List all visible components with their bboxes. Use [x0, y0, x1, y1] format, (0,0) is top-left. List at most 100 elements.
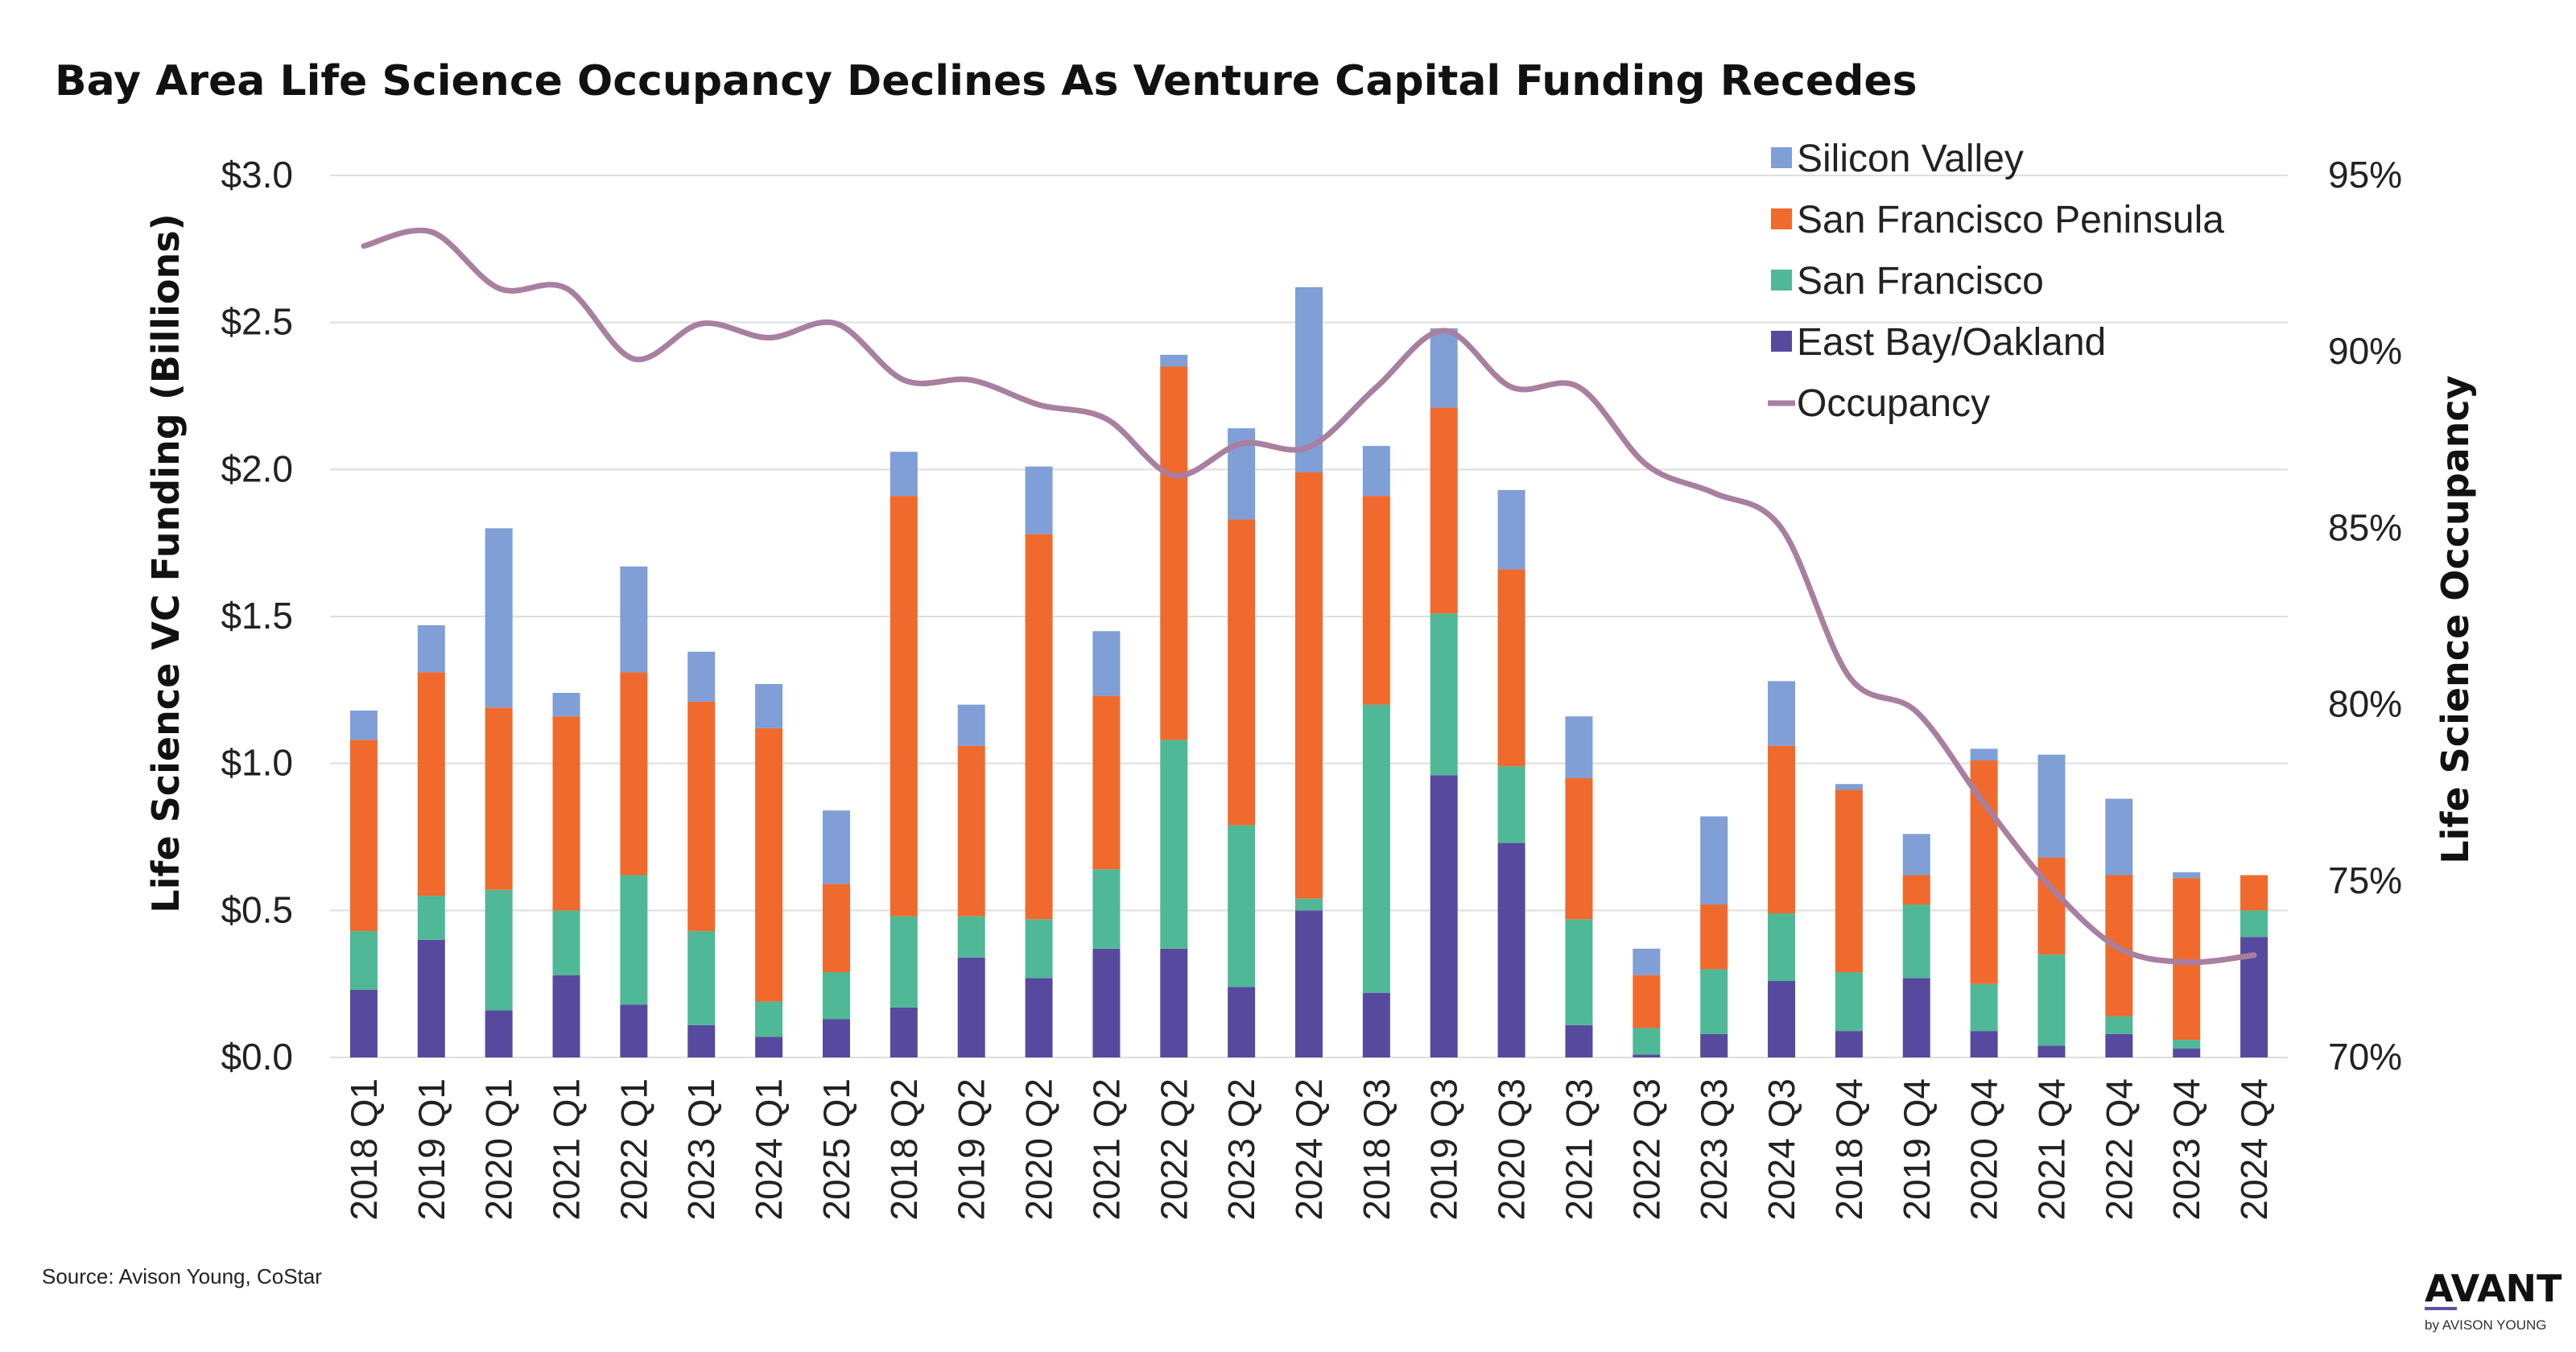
bar-san-francisco-peninsula — [1160, 366, 1188, 740]
x-tick-label: 2021 Q2 — [1085, 1078, 1127, 1220]
legend-swatch — [1771, 208, 1792, 229]
bar-east-bay-oakland — [1228, 987, 1256, 1057]
bar-east-bay-oakland — [1160, 948, 1188, 1057]
bar-san-francisco — [1700, 969, 1728, 1034]
x-tick-label: 2022 Q2 — [1153, 1078, 1195, 1220]
occupancy-line — [361, 227, 2257, 966]
bar-east-bay-oakland — [1768, 981, 1796, 1057]
bar-san-francisco — [755, 1001, 783, 1037]
bar-silicon-valley — [1835, 784, 1863, 790]
bar-san-francisco-peninsula — [417, 672, 445, 897]
x-tick-label: 2025 Q1 — [815, 1078, 857, 1220]
bar-silicon-valley — [1362, 446, 1390, 497]
x-axis: 2018 Q1 2019 Q1 2020 Q1 2021 Q1 2022 Q1 2023 … — [343, 1078, 2275, 1220]
x-tick-label: 2024 Q1 — [748, 1078, 790, 1220]
bar-san-francisco-peninsula — [890, 496, 918, 917]
y-axis-right: 70% 75% 80% 85% 90% 95% — [2328, 154, 2402, 1078]
bar-silicon-valley — [620, 566, 648, 673]
x-tick-label: 2024 Q3 — [1761, 1078, 1802, 1220]
bar-silicon-valley — [1430, 328, 1458, 408]
bar-silicon-valley — [485, 528, 513, 708]
x-tick-label: 2023 Q4 — [2165, 1078, 2207, 1220]
bar-san-francisco-peninsula — [1430, 407, 1458, 614]
bar-east-bay-oakland — [1092, 948, 1121, 1057]
bar-san-francisco — [2240, 910, 2268, 938]
bar-san-francisco-peninsula — [957, 745, 985, 917]
bar-san-francisco — [1025, 919, 1053, 979]
bar-east-bay-oakland — [1700, 1033, 1728, 1057]
bar-san-francisco-peninsula — [1902, 875, 1930, 905]
bar-east-bay-oakland — [1497, 843, 1525, 1057]
bar-san-francisco-peninsula — [2240, 875, 2268, 911]
bar-east-bay-oakland — [687, 1024, 716, 1057]
bar-san-francisco — [822, 972, 850, 1020]
x-tick-label: 2022 Q1 — [613, 1078, 654, 1220]
y2-tick-label: 95% — [2328, 154, 2402, 196]
bar-east-bay-oakland — [552, 975, 580, 1057]
bar-san-francisco — [1768, 913, 1796, 982]
bar-san-francisco — [552, 910, 580, 975]
x-tick-label: 2018 Q3 — [1356, 1078, 1397, 1220]
occupancy-line-layer — [361, 227, 2257, 966]
y-tick-label: $3.0 — [221, 154, 293, 196]
x-tick-label: 2020 Q2 — [1018, 1078, 1060, 1220]
y2-tick-label: 90% — [2328, 330, 2402, 372]
bar-silicon-valley — [822, 810, 850, 884]
legend-label: East Bay/Oakland — [1797, 321, 2106, 364]
y-axis-title: Life Science VC Funding (Billions) — [144, 213, 188, 913]
x-tick-label: 2020 Q3 — [1491, 1078, 1533, 1220]
legend: Silicon Valley San Francisco Peninsula San… — [1768, 138, 2224, 425]
x-tick-label: 2020 Q4 — [1963, 1078, 2005, 1220]
x-tick-label: 2019 Q4 — [1896, 1078, 1938, 1220]
bar-san-francisco-peninsula — [1025, 534, 1053, 920]
x-tick-label: 2023 Q1 — [680, 1078, 722, 1220]
bar-san-francisco-peninsula — [1633, 975, 1661, 1028]
bar-silicon-valley — [1902, 834, 1930, 876]
bar-san-francisco — [1362, 704, 1390, 993]
y-tick-label: $2.0 — [221, 447, 293, 489]
bar-san-francisco — [417, 896, 445, 940]
bar-san-francisco — [1497, 766, 1525, 843]
bar-silicon-valley — [1497, 489, 1525, 570]
bar-silicon-valley — [1768, 681, 1796, 746]
bar-silicon-valley — [1970, 748, 1998, 761]
bar-san-francisco-peninsula — [552, 716, 580, 911]
bar-san-francisco — [957, 916, 985, 958]
bar-east-bay-oakland — [1835, 1031, 1863, 1057]
y-tick-label: $0.5 — [221, 888, 293, 930]
bar-san-francisco — [2037, 954, 2066, 1046]
x-tick-label: 2023 Q3 — [1693, 1078, 1735, 1220]
y2-tick-label: 80% — [2328, 683, 2402, 725]
x-tick-label: 2021 Q1 — [546, 1078, 588, 1220]
bar-san-francisco-peninsula — [1700, 905, 1728, 970]
bar-silicon-valley — [755, 684, 783, 728]
bar-east-bay-oakland — [1295, 910, 1323, 1057]
bar-san-francisco-peninsula — [485, 707, 513, 890]
x-tick-label: 2018 Q4 — [1828, 1078, 1870, 1220]
y-axis-left: $0.0 $0.5 $1.0 $1.5 $2.0 $2.5 $3.0 — [221, 154, 293, 1078]
bar-silicon-valley — [957, 704, 985, 746]
y2-tick-label: 85% — [2328, 506, 2402, 548]
bar-san-francisco-peninsula — [1497, 569, 1525, 767]
chart-title: Bay Area Life Science Occupancy Declines… — [55, 57, 1918, 105]
bar-silicon-valley — [1092, 631, 1121, 696]
bar-east-bay-oakland — [1970, 1031, 1998, 1057]
bar-east-bay-oakland — [2105, 1033, 2133, 1057]
x-tick-label: 2022 Q4 — [2098, 1078, 2140, 1220]
x-tick-label: 2020 Q1 — [478, 1078, 520, 1220]
x-tick-label: 2021 Q3 — [1558, 1078, 1600, 1220]
source-note: Source: Avison Young, CoStar — [42, 1264, 322, 1288]
bar-silicon-valley — [2105, 798, 2133, 876]
bar-east-bay-oakland — [957, 957, 985, 1057]
bar-silicon-valley — [1700, 816, 1728, 905]
x-tick-label: 2019 Q3 — [1423, 1078, 1465, 1220]
bar-san-francisco — [1295, 898, 1323, 911]
bar-san-francisco-peninsula — [1362, 496, 1390, 705]
bar-san-francisco-peninsula — [755, 728, 783, 1002]
bar-east-bay-oakland — [1362, 992, 1390, 1057]
bar-silicon-valley — [417, 624, 445, 673]
bar-san-francisco-peninsula — [1768, 745, 1796, 913]
x-tick-label: 2023 Q2 — [1220, 1078, 1262, 1220]
bar-silicon-valley — [1565, 716, 1593, 778]
bar-san-francisco — [687, 930, 716, 1025]
